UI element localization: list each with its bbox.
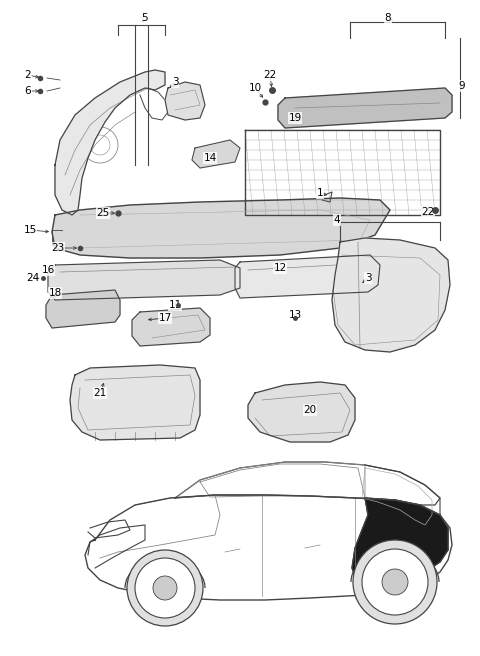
Bar (99, 299, 109, 312)
Text: 18: 18 (48, 288, 61, 298)
Polygon shape (46, 290, 120, 328)
Circle shape (153, 576, 177, 600)
Text: 11: 11 (168, 300, 181, 310)
Polygon shape (165, 82, 205, 120)
Polygon shape (52, 198, 390, 258)
Text: 21: 21 (94, 388, 107, 398)
Bar (71, 299, 81, 312)
Text: 16: 16 (41, 265, 55, 275)
Polygon shape (352, 498, 448, 588)
Text: 3: 3 (365, 273, 372, 283)
Circle shape (352, 95, 368, 111)
Text: 6: 6 (24, 86, 31, 96)
Polygon shape (132, 308, 210, 346)
Polygon shape (55, 70, 165, 215)
Text: 4: 4 (334, 215, 340, 225)
Text: 24: 24 (26, 273, 40, 283)
Bar (173, 318, 183, 330)
Text: 13: 13 (288, 310, 301, 320)
Polygon shape (278, 88, 452, 128)
Text: 12: 12 (274, 263, 287, 273)
Polygon shape (48, 260, 240, 300)
Circle shape (382, 569, 408, 595)
Bar (57, 299, 67, 312)
Text: 2: 2 (24, 70, 31, 80)
Circle shape (353, 540, 437, 624)
Text: 20: 20 (303, 405, 317, 415)
Text: 10: 10 (249, 83, 262, 93)
Bar (155, 318, 165, 330)
Text: 19: 19 (288, 113, 301, 123)
Polygon shape (70, 365, 200, 440)
Text: 22: 22 (421, 207, 434, 217)
Polygon shape (332, 238, 450, 352)
Text: 17: 17 (158, 313, 172, 323)
Text: 23: 23 (51, 243, 65, 253)
Text: 25: 25 (96, 208, 109, 218)
Text: 3: 3 (172, 77, 178, 87)
Text: 5: 5 (142, 13, 148, 23)
Text: 15: 15 (24, 225, 36, 235)
Circle shape (362, 549, 428, 615)
Circle shape (127, 550, 203, 626)
Circle shape (135, 558, 195, 618)
Polygon shape (192, 140, 240, 168)
Text: 14: 14 (204, 153, 216, 163)
Polygon shape (235, 255, 380, 298)
Bar (85, 299, 95, 312)
Polygon shape (248, 382, 355, 442)
Text: 8: 8 (384, 13, 391, 23)
Text: 1: 1 (317, 188, 324, 198)
Text: 9: 9 (459, 81, 465, 91)
Text: 22: 22 (264, 70, 276, 80)
